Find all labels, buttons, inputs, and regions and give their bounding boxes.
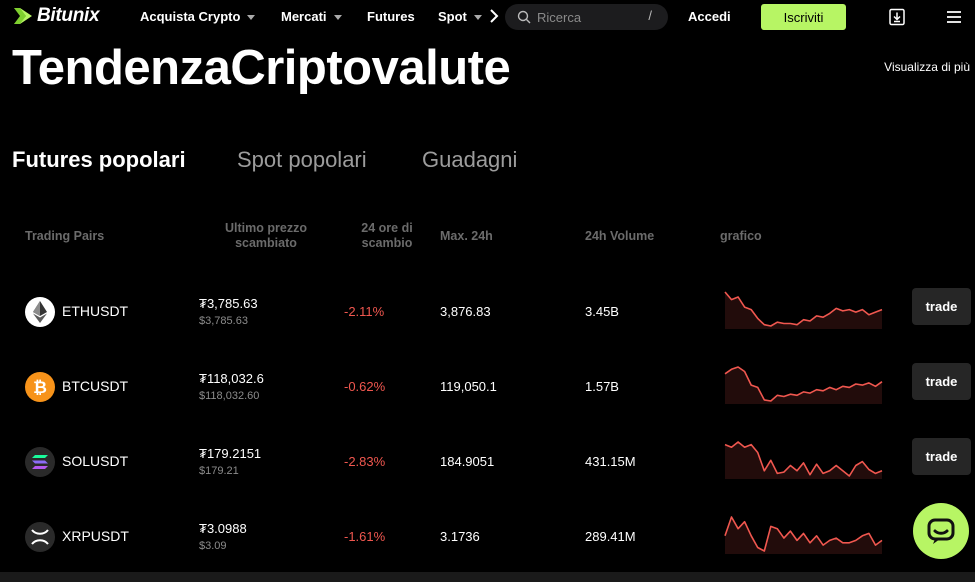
last-price-fiat: $3.09 bbox=[199, 540, 227, 552]
last-price: ₮118,032.6 bbox=[199, 371, 264, 386]
sparkline-chart bbox=[724, 291, 883, 329]
pair-name[interactable]: XRPUSDT bbox=[62, 528, 129, 544]
volume-24h: 3.45B bbox=[585, 304, 619, 319]
hamburger-menu-icon[interactable] bbox=[946, 9, 962, 25]
tab-earnings[interactable]: Guadagni bbox=[422, 147, 518, 172]
change-24h: -2.83% bbox=[344, 454, 386, 469]
volume-24h: 1.57B bbox=[585, 379, 619, 394]
bitunix-logo-icon bbox=[14, 8, 32, 24]
btc-icon: ₿ bbox=[25, 372, 55, 402]
pair-name[interactable]: ETHUSDT bbox=[62, 303, 129, 319]
pair-name[interactable]: SOLUSDT bbox=[62, 453, 129, 469]
last-price-fiat: $118,032.60 bbox=[199, 390, 260, 402]
bottom-scroll-edge bbox=[0, 572, 975, 582]
high-24h: 184.9051 bbox=[440, 454, 495, 469]
pair-name[interactable]: BTCUSDT bbox=[62, 378, 129, 394]
column-header-high: Max. 24h bbox=[440, 229, 493, 243]
volume-24h: 431.15M bbox=[585, 454, 636, 469]
nav-item-futures[interactable]: Futures bbox=[367, 9, 415, 24]
download-icon[interactable] bbox=[888, 8, 906, 26]
column-header-volume: 24h Volume bbox=[585, 229, 655, 243]
svg-text:₿: ₿ bbox=[33, 378, 47, 397]
chevron-down-icon bbox=[473, 14, 482, 20]
sparkline-line bbox=[724, 366, 883, 402]
sparkline-chart bbox=[724, 441, 883, 479]
trade-button[interactable]: trade bbox=[912, 288, 971, 325]
column-header-change: 24 ore di scambio bbox=[361, 221, 413, 250]
search-placeholder: Ricerca bbox=[537, 9, 582, 25]
login-link[interactable]: Accedi bbox=[688, 9, 731, 24]
trade-button[interactable]: trade bbox=[912, 438, 971, 475]
tab-spot-popular[interactable]: Spot popolari bbox=[237, 147, 367, 172]
sparkline-area bbox=[725, 517, 882, 554]
search-shortcut: / bbox=[648, 8, 652, 23]
sparkline-line bbox=[724, 516, 883, 552]
chevron-down-icon bbox=[333, 14, 342, 20]
nav-item-spot[interactable]: Spot bbox=[438, 9, 482, 24]
nav-item-label: Acquista Crypto bbox=[140, 9, 241, 24]
search-input[interactable]: Ricerca / bbox=[505, 4, 668, 30]
brand-name: Bitunix bbox=[37, 5, 100, 26]
sparkline-line bbox=[724, 441, 883, 477]
column-header-chart: grafico bbox=[720, 229, 762, 243]
eth-icon bbox=[25, 297, 55, 327]
table-row[interactable]: ETHUSDT ₮3,785.63 $3,785.63 -2.11% 3,876… bbox=[0, 284, 975, 359]
change-24h: -0.62% bbox=[344, 379, 386, 394]
last-price: ₮3,785.63 bbox=[199, 296, 258, 311]
page-title: TendenzaCriptovalute bbox=[12, 41, 511, 95]
sol-icon bbox=[25, 447, 55, 477]
column-header-pair: Trading Pairs bbox=[25, 229, 105, 243]
high-24h: 3,876.83 bbox=[440, 304, 491, 319]
nav-item-label: Futures bbox=[367, 9, 415, 24]
nav-item-label: Mercati bbox=[281, 9, 327, 24]
table-row[interactable]: SOLUSDT ₮179.2151 $179.21 -2.83% 184.905… bbox=[0, 434, 975, 509]
sparkline-area bbox=[725, 292, 882, 329]
sparkline-line bbox=[724, 291, 883, 327]
column-header-last-price: Ultimo prezzo scambiato bbox=[225, 221, 307, 250]
high-24h: 3.1736 bbox=[440, 529, 480, 544]
sparkline-area bbox=[725, 442, 882, 479]
signup-button[interactable]: Iscriviti bbox=[761, 4, 846, 30]
last-price-fiat: $179.21 bbox=[199, 465, 239, 477]
chevron-down-icon bbox=[247, 14, 256, 20]
nav-item-buy-crypto[interactable]: Acquista Crypto bbox=[140, 9, 256, 24]
last-price: ₮179.2151 bbox=[199, 446, 262, 461]
live-chat-button[interactable] bbox=[913, 503, 969, 559]
last-price-fiat: $3,785.63 bbox=[199, 315, 248, 327]
chat-bubble-icon bbox=[927, 518, 955, 544]
view-more-link[interactable]: Visualizza di più bbox=[884, 60, 970, 74]
high-24h: 119,050.1 bbox=[440, 379, 497, 394]
search-icon bbox=[517, 10, 531, 24]
table-row[interactable]: ₿ BTCUSDT ₮118,032.6 $118,032.60 -0.62% … bbox=[0, 359, 975, 434]
xrp-icon bbox=[25, 522, 55, 552]
brand-logo[interactable]: Bitunix bbox=[12, 5, 100, 27]
volume-24h: 289.41M bbox=[585, 529, 636, 544]
top-nav: Bitunix Acquista Crypto Mercati Futures … bbox=[0, 0, 975, 34]
tab-futures-popular[interactable]: Futures popolari bbox=[12, 147, 186, 172]
table-row[interactable]: XRPUSDT ₮3.0988 $3.09 -1.61% 3.1736 289.… bbox=[0, 509, 975, 582]
sparkline-area bbox=[725, 367, 882, 404]
change-24h: -2.11% bbox=[344, 304, 385, 319]
nav-item-markets[interactable]: Mercati bbox=[281, 9, 342, 24]
last-price: ₮3.0988 bbox=[199, 521, 247, 536]
change-24h: -1.61% bbox=[344, 529, 386, 544]
chevron-right-icon[interactable] bbox=[489, 8, 499, 24]
sparkline-chart bbox=[724, 366, 883, 404]
sparkline-chart bbox=[724, 516, 883, 554]
nav-item-label: Spot bbox=[438, 9, 467, 24]
trade-button[interactable]: trade bbox=[912, 363, 971, 400]
